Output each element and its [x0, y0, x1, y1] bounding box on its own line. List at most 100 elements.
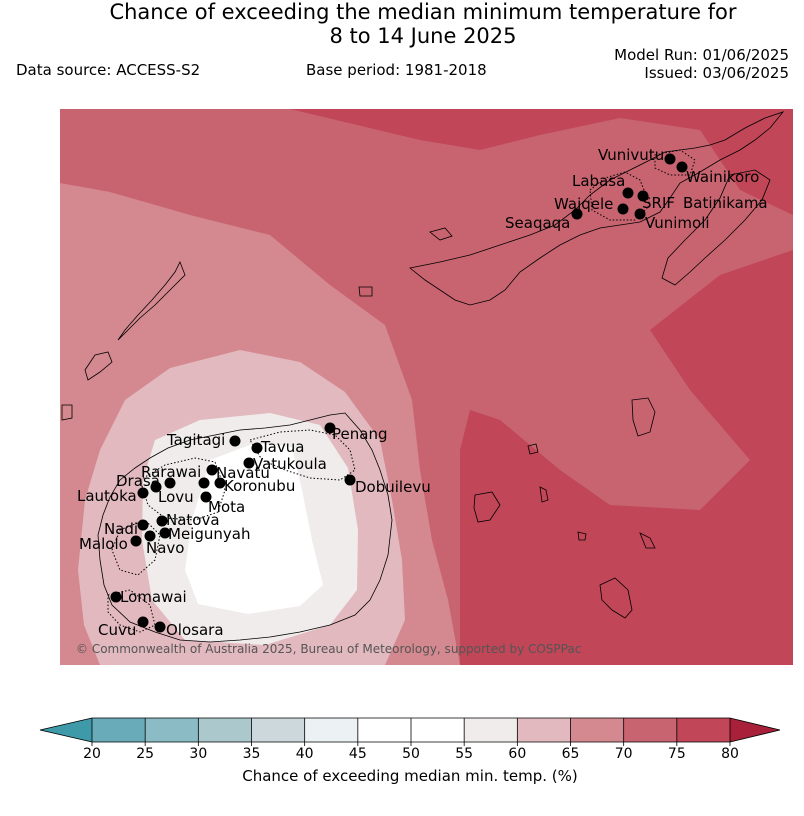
map-title: Chance of exceeding the median minimum t… [0, 0, 804, 48]
station-marker [206, 464, 218, 476]
station-marker [617, 203, 629, 215]
island-lau-a [577, 531, 587, 541]
island-mali [358, 286, 373, 297]
map-panel: © Commonwealth of Australia 2025, Bureau… [60, 109, 793, 665]
island-koro [429, 227, 453, 241]
island-nairai [527, 443, 539, 455]
station-marker [229, 435, 241, 447]
station-label: Meigunyah [168, 525, 250, 543]
colorbar-over-arrow [730, 718, 780, 742]
station-marker [324, 422, 336, 434]
colorbar-tick-label: 30 [189, 746, 207, 762]
station-marker [251, 442, 263, 454]
station-marker [198, 477, 210, 489]
station-marker [164, 477, 176, 489]
station-marker [137, 616, 149, 628]
colorbar-segment [676, 718, 731, 742]
colorbar-segment [411, 718, 465, 742]
station-label: Cuvu [98, 621, 136, 639]
station-marker [243, 457, 255, 469]
station-label: Tagitagi [166, 431, 225, 449]
colorbar-segment [357, 718, 412, 742]
island-west-a [84, 351, 113, 381]
base-period-label: Base period: 1981-2018 [306, 61, 487, 79]
station-marker [634, 208, 646, 220]
station-marker [137, 519, 149, 531]
colorbar-segment [145, 718, 199, 742]
viti-levu-coast [97, 412, 393, 643]
station-label: Lautoka [77, 487, 137, 505]
station-label: Penang [332, 425, 387, 443]
contour-75-80-north [290, 109, 793, 215]
station-marker [571, 208, 583, 220]
station-label: Vunimoli [645, 214, 710, 232]
contour-75-80-east [460, 250, 793, 665]
station-label: Dobuilevu [355, 478, 431, 496]
island-ovalau [473, 491, 501, 523]
colorbar-segment [623, 718, 678, 742]
station-label: Navo [146, 539, 184, 557]
coastlines [61, 111, 785, 643]
island-lau-b [639, 532, 656, 549]
data-source-label: Data source: ACCESS-S2 [16, 61, 201, 79]
colorbar-tick-label: 70 [615, 746, 633, 762]
station-marker [144, 530, 156, 542]
station-label: Drasa [116, 472, 160, 490]
colorbar-tick-label: 50 [402, 746, 420, 762]
station-marker [110, 591, 122, 603]
station-label: Olosara [166, 621, 224, 639]
station-marker [137, 487, 149, 499]
colorbar-segment [464, 718, 518, 742]
colorbar-tick-label: 80 [721, 746, 739, 762]
station-label: Batinikama [683, 194, 768, 212]
station-marker [344, 474, 356, 486]
station-label: Malolo [79, 535, 128, 553]
colorbar-tick-label: 40 [296, 746, 314, 762]
island-west-b [61, 404, 73, 421]
station-marker [622, 187, 634, 199]
station-label: Vatukoula [253, 455, 327, 473]
station-label: Koronubu [224, 477, 295, 495]
station-label: Natova [166, 511, 220, 529]
island-batiki [539, 486, 549, 503]
station-label: Tavua [260, 438, 304, 456]
island-yasawa [117, 261, 186, 341]
vanua-levu-coast [409, 111, 785, 306]
station-marker [159, 527, 171, 539]
station-marker [154, 621, 166, 633]
station-label: Waiqele [554, 195, 613, 213]
model-run-info: Model Run: 01/06/2025 Issued: 03/06/2025 [614, 46, 789, 82]
colorbar-segment [198, 718, 252, 742]
colorbar-segment [304, 718, 359, 742]
station-label: Wainikoro [686, 168, 759, 186]
taveuni-coast [661, 169, 771, 286]
station-label: Seaqaqa [505, 214, 570, 232]
colorbar-segment [570, 718, 625, 742]
colorbar-tick-label: 45 [349, 746, 367, 762]
island-gau [631, 397, 656, 437]
map-title-line-2: 8 to 14 June 2025 [329, 24, 517, 48]
province-boundaries [107, 149, 696, 633]
model-run-label: Model Run: 01/06/2025 [614, 46, 789, 64]
station-marker [676, 161, 688, 173]
station-label: Labasa [572, 172, 625, 190]
colorbar-tick-label: 35 [243, 746, 261, 762]
colorbar-tick-label: 20 [83, 746, 101, 762]
station-label: Vunivutu [598, 146, 664, 164]
map-title-line-1: Chance of exceeding the median minimum t… [109, 0, 737, 24]
colorbar-segment [517, 718, 571, 742]
station-markers: Vunivutu Wainikoro Labasa SRIF Batinikama Wai… [77, 146, 768, 639]
colorbar-title: Chance of exceeding median min. temp. (%… [242, 767, 577, 785]
station-marker [156, 515, 168, 527]
station-label: Lomawai [120, 588, 187, 606]
colorbar-segment [251, 718, 306, 742]
station-label: Navatu [216, 464, 270, 482]
station-marker [150, 481, 162, 493]
station-label: Lovu [158, 488, 194, 506]
station-marker [200, 491, 212, 503]
station-label: Rarawai [141, 463, 201, 481]
copyright-credit: © Commonwealth of Australia 2025, Bureau… [76, 642, 581, 656]
colorbar-tick-label: 60 [508, 746, 526, 762]
colorbar-tick-label: 65 [562, 746, 580, 762]
station-marker [130, 535, 142, 547]
